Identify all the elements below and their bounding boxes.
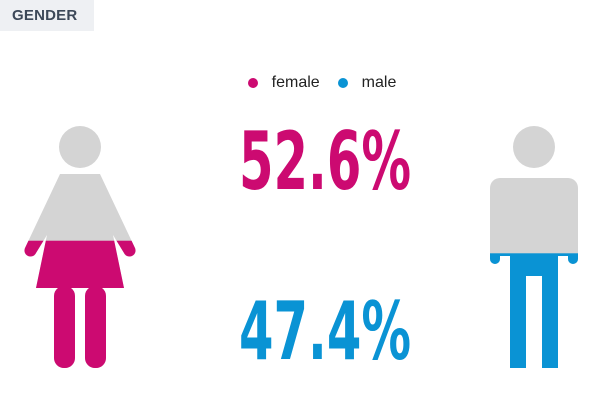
legend: female male (0, 74, 616, 92)
section-title: GENDER (12, 7, 78, 24)
female-figure-fill (24, 240, 136, 368)
legend-swatch-male (337, 78, 348, 88)
section-tab: GENDER (0, 0, 94, 31)
legend-swatch-female (247, 78, 258, 88)
male-figure-icon (490, 126, 578, 368)
legend-label-female: female (271, 74, 320, 91)
legend-item-male: male (337, 74, 397, 92)
female-figure-icon (24, 126, 136, 368)
legend-item-female: female (247, 74, 320, 92)
male-figure-fill (490, 253, 578, 368)
female-percentage: 52.6% (238, 115, 412, 208)
male-percentage: 47.4% (238, 285, 412, 378)
legend-label-male: male (361, 74, 397, 91)
